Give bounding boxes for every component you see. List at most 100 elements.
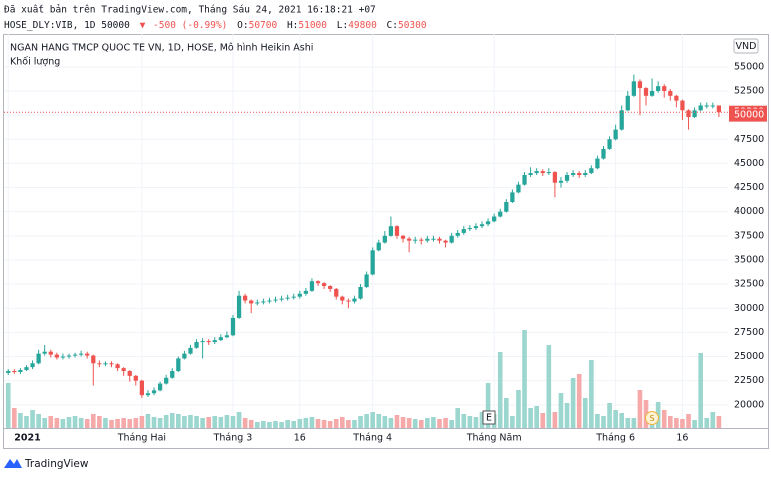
currency[interactable]: VND	[736, 41, 757, 52]
brand[interactable]: TradingView	[4, 458, 89, 470]
candle-body	[564, 174, 570, 181]
candle-body	[212, 340, 217, 343]
candle-body	[388, 226, 394, 236]
volume-bar	[461, 414, 467, 428]
candle-body	[164, 377, 169, 384]
volume-bar	[30, 410, 35, 428]
candle-body	[570, 173, 576, 175]
candle-body	[315, 281, 321, 284]
candle-body	[6, 371, 11, 373]
volume-bar	[479, 412, 485, 428]
volume-bar	[254, 422, 260, 428]
earnings-marker[interactable]	[482, 410, 496, 425]
candle-body	[485, 221, 491, 225]
candle-body	[121, 368, 126, 372]
volume-bar	[680, 419, 685, 428]
candle-body	[249, 300, 254, 304]
y-tick-label: 47500	[734, 134, 764, 145]
candle-body	[437, 238, 442, 241]
volume-bar	[589, 360, 594, 428]
volume-bar	[637, 390, 643, 428]
volume-bar	[248, 420, 254, 428]
symbol-line: HOSE_DLY:VIB, 1D 50000 ▼ -500 (-0.99%) O…	[4, 20, 427, 31]
volume-bar	[552, 412, 558, 428]
volume-bar	[273, 421, 278, 428]
volume-bar	[54, 418, 60, 428]
x-tick-label: Tháng Năm	[466, 433, 522, 444]
candle-body	[279, 298, 284, 300]
candle-body	[297, 293, 302, 297]
volume-bar	[364, 414, 369, 428]
volume-bar	[303, 418, 309, 428]
volume-bar	[78, 418, 84, 428]
candle-body	[12, 371, 17, 373]
volume-bar	[315, 419, 321, 428]
candle-body	[267, 300, 272, 302]
y-tick-label: 40000	[734, 206, 764, 217]
volume-bar	[540, 413, 546, 428]
candle-body	[91, 355, 96, 364]
volume-bar	[115, 419, 120, 428]
candle-body	[36, 353, 41, 364]
volume-bar	[139, 416, 145, 428]
volume-bar	[497, 352, 503, 428]
low-label: L:	[337, 20, 348, 31]
change-arrow: ▼	[140, 20, 146, 31]
volume-bar	[157, 418, 163, 428]
candle-body	[449, 235, 454, 243]
volume-bar	[473, 417, 479, 428]
volume-bar	[242, 418, 248, 428]
volume-bar	[72, 416, 78, 428]
volume-bar	[218, 417, 224, 428]
volume-bar	[340, 417, 345, 428]
candle-body	[540, 171, 545, 174]
candle-body	[103, 363, 108, 365]
open-value: 50700	[249, 20, 278, 31]
volume-bar	[534, 406, 539, 428]
brand-logo[interactable]	[4, 459, 22, 468]
volume-bar	[24, 416, 29, 428]
dividend-label[interactable]: S	[649, 414, 654, 423]
candle-body	[461, 229, 466, 233]
y-tick-label: 45000	[734, 158, 764, 169]
volume-bar	[564, 403, 570, 428]
dividend-marker[interactable]	[645, 411, 659, 425]
volume-bar	[194, 416, 199, 428]
candle-body	[473, 226, 479, 229]
volume-bar	[212, 416, 218, 428]
volume-bar	[224, 415, 230, 428]
y-tick-label: 25000	[734, 351, 764, 362]
currency-box[interactable]	[733, 38, 759, 54]
candle-body	[66, 355, 72, 357]
volume-bar	[109, 420, 114, 428]
candle-body	[522, 174, 527, 185]
volume-bar	[443, 418, 448, 428]
candle-body	[109, 363, 114, 365]
candle-body	[151, 390, 157, 394]
volume-bar	[346, 420, 351, 428]
brand-name[interactable]: TradingView	[24, 458, 89, 470]
candle-body	[662, 86, 667, 91]
candle-body	[321, 283, 327, 287]
candle-body	[643, 88, 649, 96]
change: -500 (-0.99%)	[153, 20, 227, 31]
volume-bar	[437, 419, 442, 428]
price-label: 50000	[734, 110, 764, 121]
earnings-label[interactable]: E	[486, 413, 492, 424]
candle-body	[413, 239, 418, 241]
published-note: Đã xuất bản trên TradingView.com, Tháng …	[4, 5, 376, 16]
volume-bar	[382, 416, 388, 428]
candle-body	[60, 356, 66, 358]
y-tick-label: 52500	[734, 85, 764, 96]
volume-bar	[291, 421, 297, 428]
volume-bar	[449, 420, 454, 428]
volume-bar	[5, 383, 11, 428]
x-tick-label: Tháng 4	[352, 433, 392, 444]
volume-bar	[42, 418, 48, 428]
volume-bar	[267, 422, 272, 428]
volume-bar	[285, 420, 290, 428]
x-tick-label: Tháng 3	[213, 433, 253, 444]
volume-bar	[188, 415, 193, 428]
candle-body	[79, 353, 84, 355]
